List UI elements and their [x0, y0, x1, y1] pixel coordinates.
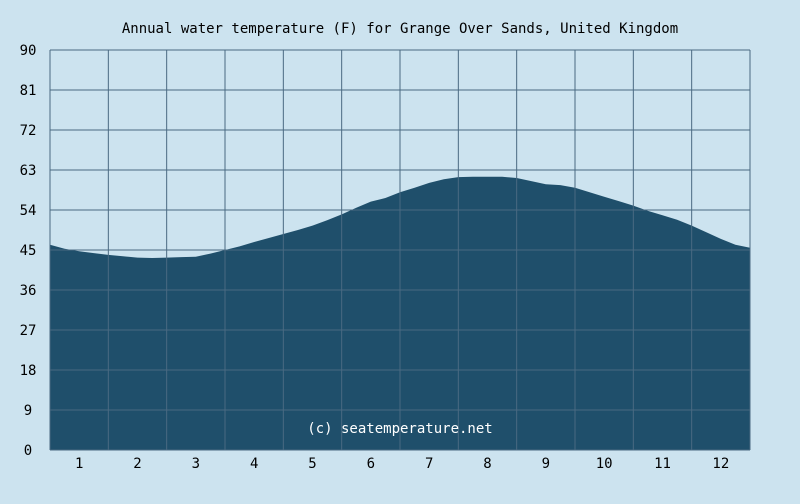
y-tick-label: 18 [20, 363, 37, 379]
chart-title: Annual water temperature (F) for Grange … [122, 21, 678, 37]
y-tick-label: 45 [20, 243, 37, 259]
y-tick-label: 0 [24, 443, 32, 459]
x-tick-label: 4 [250, 456, 258, 472]
x-tick-label: 3 [192, 456, 200, 472]
watermark-text: (c) seatemperature.net [307, 421, 492, 437]
x-tick-label: 12 [712, 456, 729, 472]
x-tick-label: 6 [367, 456, 375, 472]
x-tick-label: 8 [483, 456, 491, 472]
y-tick-label: 36 [20, 283, 37, 299]
y-tick-label: 72 [20, 123, 37, 139]
x-tick-label: 9 [542, 456, 550, 472]
x-tick-label: 1 [75, 456, 83, 472]
y-tick-label: 54 [20, 203, 37, 219]
y-tick-label: 81 [20, 83, 37, 99]
y-tick-label: 27 [20, 323, 37, 339]
x-tick-label: 10 [596, 456, 613, 472]
x-tick-label: 2 [133, 456, 141, 472]
y-tick-label: 9 [24, 403, 32, 419]
x-tick-label: 11 [654, 456, 671, 472]
y-tick-label: 90 [20, 43, 37, 59]
grid-layer [49, 49, 751, 451]
x-tick-label: 5 [308, 456, 316, 472]
y-tick-label: 63 [20, 163, 37, 179]
x-tick-label: 7 [425, 456, 433, 472]
